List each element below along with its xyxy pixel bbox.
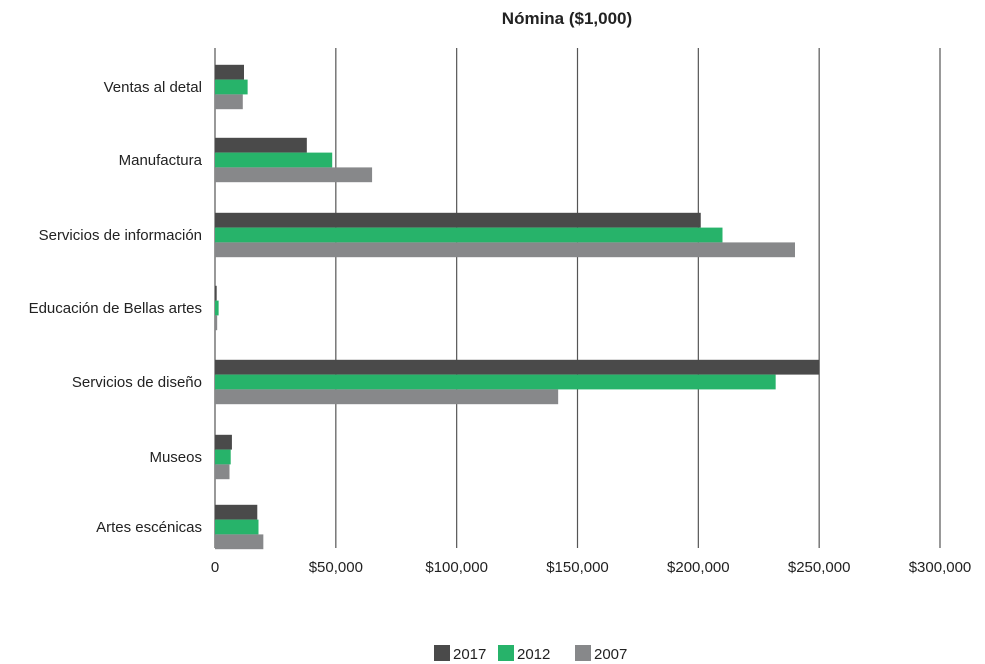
legend-label: 2007 <box>594 646 627 663</box>
bar <box>215 152 333 168</box>
legend-swatch <box>575 645 591 661</box>
bar <box>215 449 231 465</box>
chart-title: Nómina ($1,000) <box>502 9 632 28</box>
bar <box>215 242 795 258</box>
category-labels: Ventas al detal Manufactura Servicios de i… <box>29 79 203 536</box>
category-label: Manufactura <box>119 152 203 169</box>
gridlines <box>214 48 941 548</box>
bar <box>215 359 820 375</box>
bar <box>215 519 259 535</box>
legend: 2017 2012 2007 <box>434 645 627 663</box>
bar <box>215 137 307 153</box>
legend-swatch <box>434 645 450 661</box>
bar <box>215 79 248 95</box>
bar <box>215 504 258 520</box>
bar <box>215 227 723 243</box>
category-label: Ventas al detal <box>104 79 202 96</box>
x-tick-label: $150,000 <box>546 559 609 576</box>
x-tick-label: $300,000 <box>909 559 972 576</box>
bar <box>215 300 219 316</box>
legend-label: 2017 <box>453 646 486 663</box>
bar <box>215 285 217 301</box>
x-tick-label: $200,000 <box>667 559 730 576</box>
bar <box>215 464 230 480</box>
x-tick-label: 0 <box>211 559 219 576</box>
x-tick-label: $250,000 <box>788 559 851 576</box>
legend-label: 2012 <box>517 646 550 663</box>
category-label: Servicios de diseño <box>72 374 202 391</box>
bar <box>215 389 559 405</box>
x-tick-label: $50,000 <box>309 559 363 576</box>
category-label: Servicios de información <box>39 227 202 244</box>
category-label: Educación de Bellas artes <box>29 300 202 317</box>
bars <box>215 64 820 550</box>
x-axis-tick-labels: 0 $50,000 $100,000 $150,000 $200,000 $250,000… <box>211 559 971 576</box>
bar <box>215 374 776 390</box>
bar <box>215 167 373 183</box>
bar <box>215 315 218 331</box>
bar <box>215 434 232 450</box>
bar <box>215 64 244 80</box>
bar <box>215 534 264 550</box>
legend-swatch <box>498 645 514 661</box>
category-label: Museos <box>149 449 202 466</box>
bar <box>215 212 701 228</box>
x-tick-label: $100,000 <box>425 559 488 576</box>
bar <box>215 94 243 110</box>
category-label: Artes escénicas <box>96 519 202 536</box>
